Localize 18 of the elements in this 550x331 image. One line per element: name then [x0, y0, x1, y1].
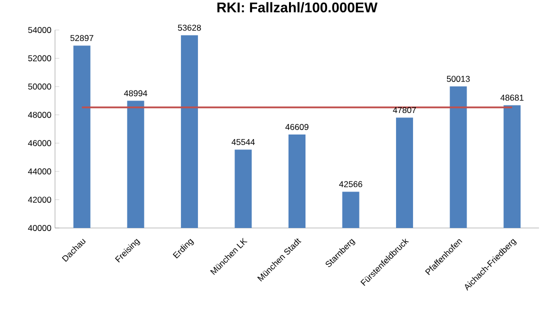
- data-label: 48994: [124, 90, 148, 96]
- data-label: 52897: [70, 35, 94, 42]
- data-label: 42566: [339, 181, 362, 188]
- data-label: 48681: [500, 94, 524, 101]
- data-label: 53628: [178, 24, 201, 31]
- y-tick-label: 50000: [28, 84, 52, 90]
- y-tick-label: 52000: [28, 55, 52, 62]
- y-tick-label: 54000: [28, 26, 52, 33]
- y-tick-label: 48000: [28, 112, 52, 118]
- y-tick-label: 40000: [28, 224, 52, 231]
- data-label: 45544: [232, 139, 255, 146]
- data-label: 46609: [285, 124, 308, 130]
- chart-title: RKI: Fallzahl/100.000EW: [217, 2, 378, 13]
- y-tick-label: 44000: [28, 168, 52, 174]
- y-tick-label: 46000: [28, 140, 52, 146]
- data-label: 47807: [392, 107, 416, 114]
- data-label: 50013: [446, 76, 470, 82]
- y-tick-label: 42000: [28, 196, 52, 203]
